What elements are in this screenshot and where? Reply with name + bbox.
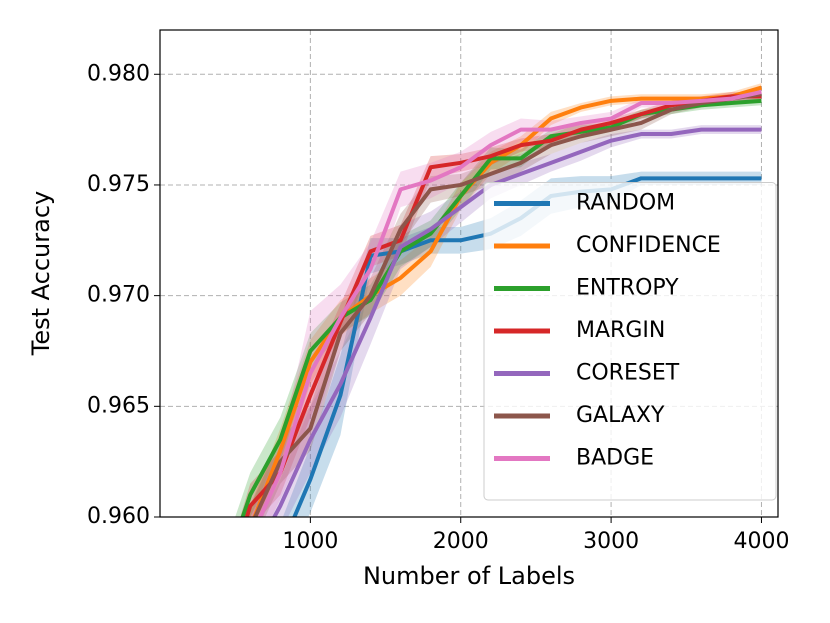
x-tick-label: 1000 (282, 529, 338, 554)
legend-box (483, 182, 777, 501)
legend-label: CONFIDENCE (576, 233, 721, 258)
error-band (235, 96, 762, 517)
legend-label: MARGIN (576, 318, 665, 343)
legend-label: BADGE (576, 446, 654, 471)
legend-label: GALAXY (576, 403, 665, 428)
series-line (258, 90, 762, 517)
y-tick-label: 0.980 (87, 61, 150, 86)
y-axis-label: Test Accuracy (27, 191, 55, 356)
error-band (282, 171, 762, 517)
y-tick-label: 0.965 (87, 393, 150, 418)
error-band (245, 89, 762, 517)
x-tick-label: 2000 (433, 529, 489, 554)
series-line (252, 85, 763, 517)
error-band (250, 87, 762, 517)
plot-frame (159, 29, 779, 518)
y-tick-label: 0.960 (87, 504, 150, 529)
x-tick-label: 4000 (733, 529, 789, 554)
series-line (253, 92, 762, 517)
y-tick-label: 0.970 (87, 283, 150, 308)
legend-label: ENTROPY (576, 276, 679, 301)
error-band (240, 91, 762, 517)
y-tick-label: 0.975 (87, 172, 150, 197)
series-line (244, 94, 762, 517)
legend-label: CORESET (576, 361, 680, 386)
error-band (261, 125, 762, 517)
x-axis-label: Number of Labels (363, 562, 575, 590)
x-tick-label: 3000 (583, 529, 639, 554)
legend-label: RANDOM (576, 191, 675, 216)
